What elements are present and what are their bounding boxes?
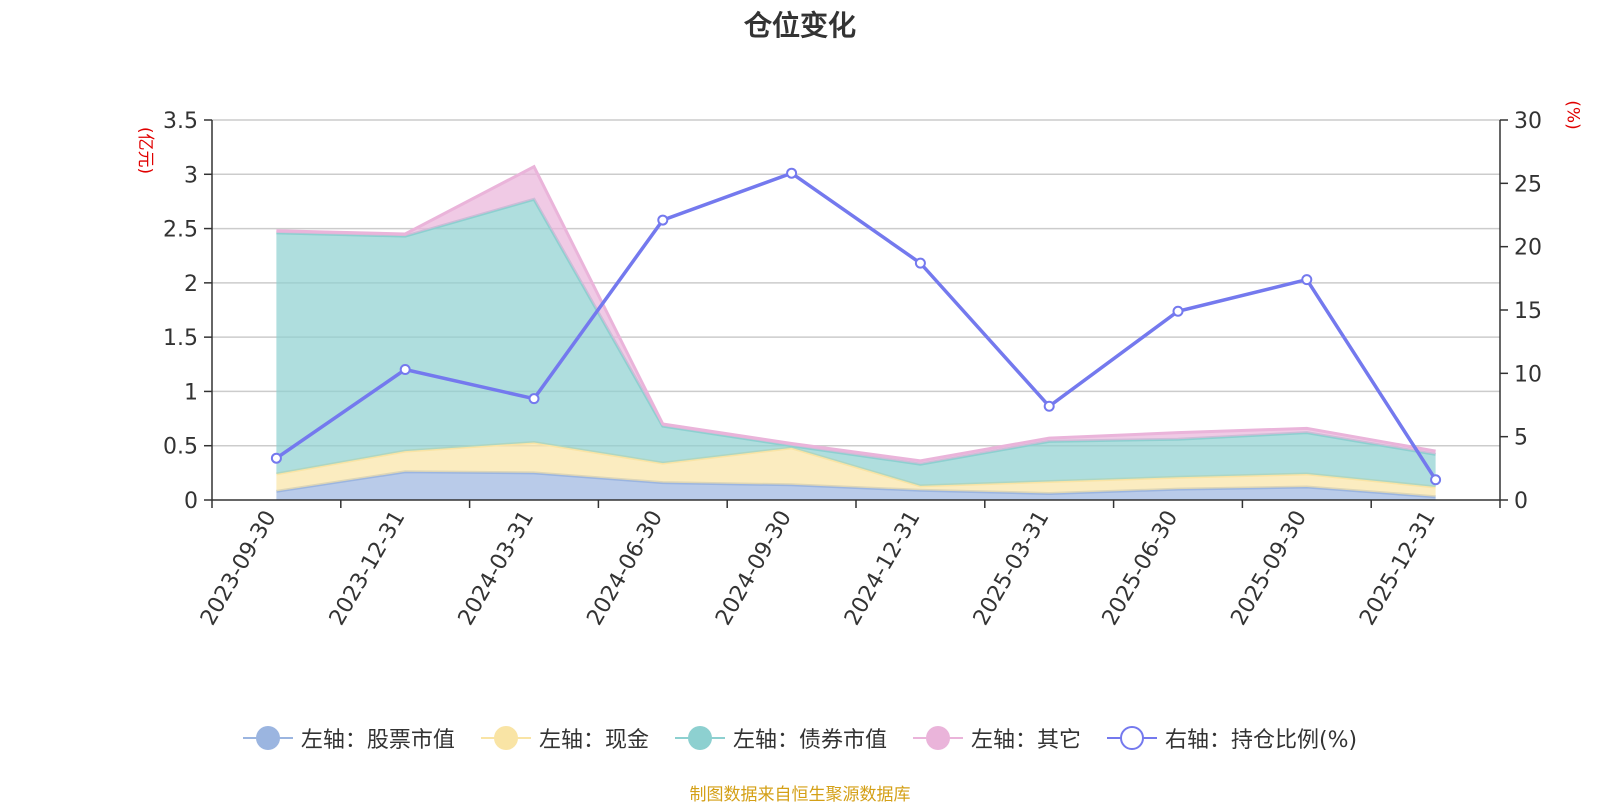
- x-tick-label: 2024-03-31: [454, 507, 540, 630]
- left-tick-label: 0: [184, 489, 198, 514]
- right-tick-label: 0: [1514, 489, 1528, 514]
- right-tick-label: 20: [1514, 236, 1542, 261]
- legend-swatch-icon: [674, 726, 725, 750]
- x-tick-label: 2023-12-31: [325, 507, 411, 630]
- legend-label: 左轴：债券市值: [732, 728, 887, 753]
- legend-item-1[interactable]: 左轴：现金: [480, 722, 649, 754]
- ratio-line-series: [270, 167, 1442, 486]
- left-tick-label: 3.5: [163, 109, 198, 134]
- right-tick-label: 10: [1514, 362, 1542, 387]
- ratio-point-7[interactable]: [1172, 305, 1184, 317]
- right-tick-label: 25: [1514, 172, 1542, 197]
- legend-label: 左轴：股票市值: [300, 728, 455, 753]
- data-source-note: 制图数据来自恒生聚源数据库: [689, 785, 911, 805]
- x-tick-label: 2025-12-31: [1355, 507, 1441, 630]
- left-tick-label: 0.5: [163, 435, 198, 460]
- left-tick-label: 3: [184, 163, 198, 188]
- legend: 左轴：股票市值 左轴：现金 左轴：债券市值 左轴：其它 右轴：持仓比例(%): [0, 722, 1600, 754]
- legend-item-2[interactable]: 左轴：债券市值: [674, 722, 887, 754]
- ratio-point-0[interactable]: [270, 452, 282, 464]
- legend-label: 左轴：现金: [538, 728, 649, 753]
- right-tick-label: 30: [1514, 109, 1542, 134]
- legend-swatch-icon: [1106, 726, 1157, 750]
- ratio-point-5[interactable]: [914, 257, 926, 269]
- x-tick-label: 2023-09-30: [196, 507, 282, 630]
- left-tick-label: 2: [184, 272, 198, 297]
- x-tick-label: 2025-03-31: [969, 507, 1055, 630]
- ratio-point-3[interactable]: [657, 214, 669, 226]
- x-tick-label: 2025-06-30: [1098, 507, 1184, 630]
- ratio-point-6[interactable]: [1043, 400, 1055, 412]
- legend-item-3[interactable]: 左轴：其它: [912, 722, 1081, 754]
- stacked-areas: [276, 164, 1436, 500]
- area-series-edge-3: [276, 164, 1436, 463]
- ratio-point-9[interactable]: [1430, 474, 1442, 486]
- legend-label: 右轴：持仓比例(%): [1164, 728, 1358, 753]
- x-tick-label: 2025-09-30: [1226, 507, 1312, 630]
- right-tick-label: 5: [1514, 426, 1528, 451]
- legend-item-4[interactable]: 右轴：持仓比例(%): [1106, 722, 1358, 754]
- area-series-3: [276, 166, 1436, 465]
- left-tick-label: 1: [184, 380, 198, 405]
- area-series-2: [276, 199, 1436, 487]
- right-axis-unit: (%): [1562, 100, 1583, 130]
- right-tick-label: 15: [1514, 299, 1542, 324]
- legend-swatch-icon: [912, 726, 963, 750]
- legend-label: 左轴：其它: [970, 728, 1081, 753]
- ratio-point-8[interactable]: [1301, 274, 1313, 286]
- x-tick-label: 2024-09-30: [711, 507, 797, 630]
- legend-item-0[interactable]: 左轴：股票市值: [242, 722, 455, 754]
- left-tick-label: 2.5: [163, 218, 198, 243]
- legend-swatch-icon: [242, 726, 293, 750]
- legend-swatch-icon: [480, 726, 531, 750]
- ratio-line: [275, 171, 1438, 481]
- left-tick-label: 1.5: [163, 326, 198, 351]
- ratio-point-1[interactable]: [399, 364, 411, 376]
- area-series-0: [276, 471, 1436, 500]
- x-tick-label: 2024-12-31: [840, 507, 926, 630]
- chart-title: 仓位变化: [743, 9, 856, 42]
- ratio-point-4[interactable]: [786, 167, 798, 179]
- ratio-point-2[interactable]: [528, 393, 540, 405]
- area-series-1: [276, 442, 1436, 497]
- left-axis-unit: (亿元): [135, 126, 156, 175]
- x-tick-label: 2024-06-30: [582, 507, 668, 630]
